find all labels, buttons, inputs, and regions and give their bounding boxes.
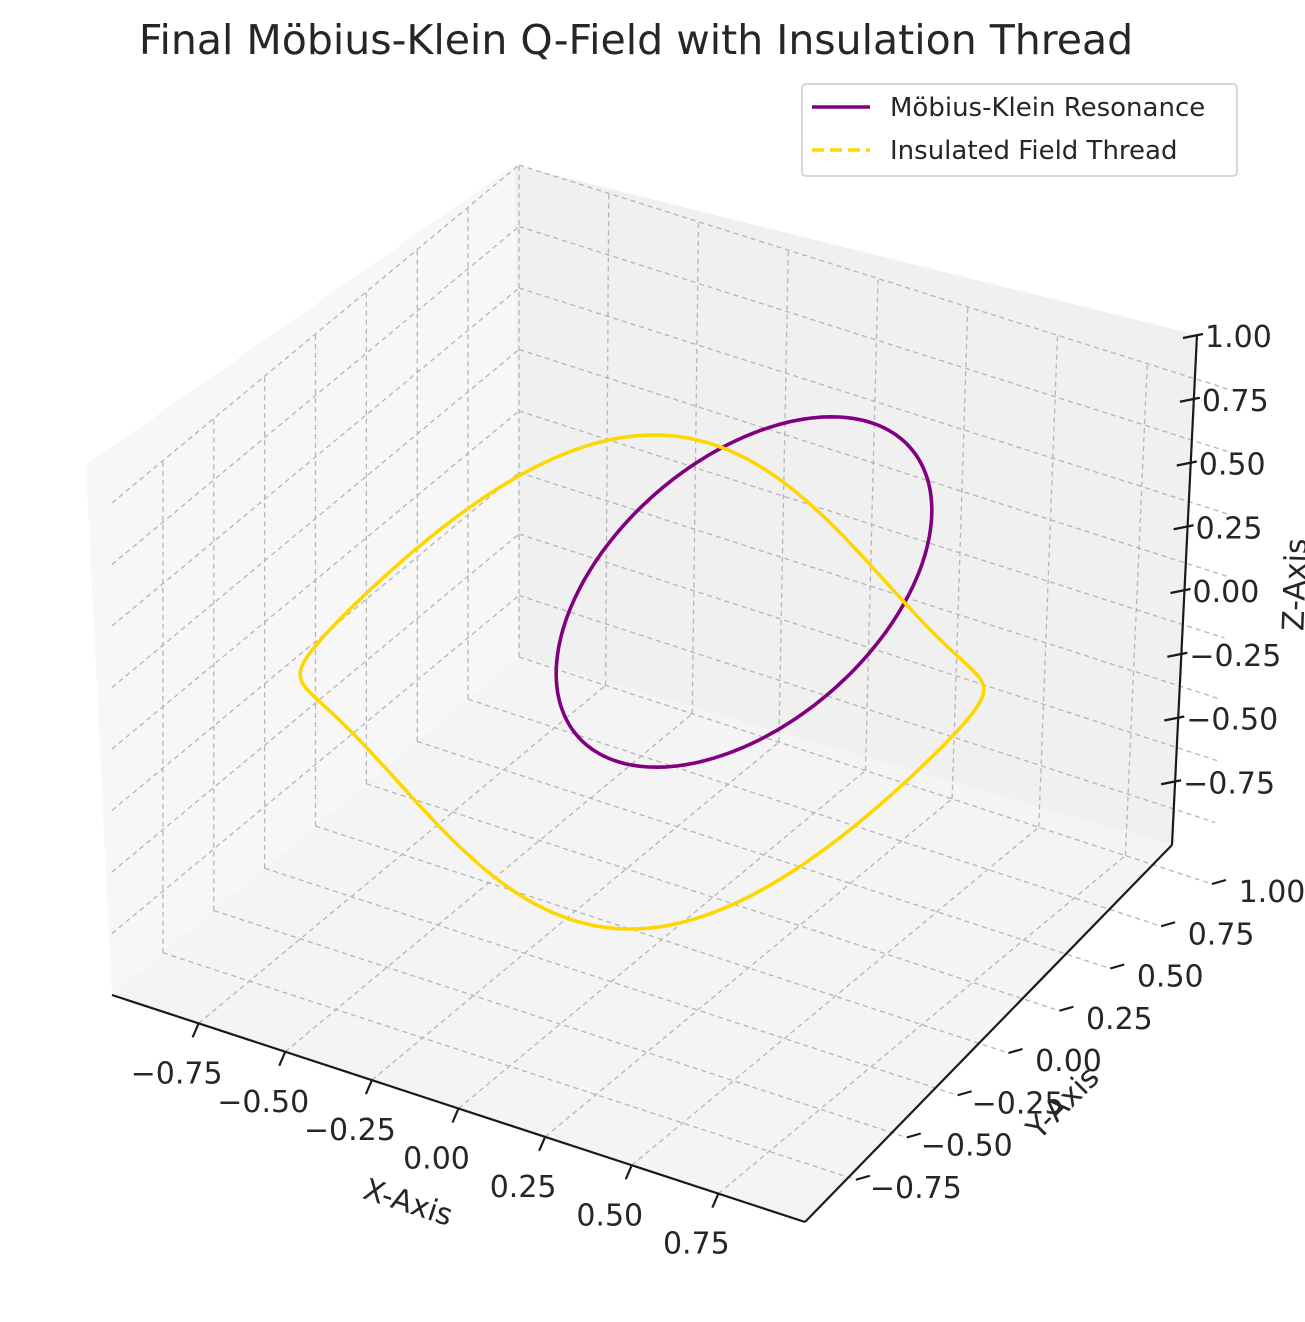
left-gridline-z [111, 410, 520, 750]
legend-box [801, 83, 1238, 177]
back-gridline-z [518, 533, 1219, 762]
x-tick-label: −0.50 [217, 1085, 309, 1120]
z-tick-mark [1179, 396, 1201, 403]
y-axis-line [804, 844, 1173, 1223]
y-tick-label: 0.50 [1137, 960, 1204, 995]
legend: Möbius-Klein Resonance Insulated Field T… [801, 83, 1238, 177]
y-tick-mark [1211, 878, 1227, 886]
y-tick-label: 1.00 [1239, 875, 1305, 910]
z-tick-label: 0.75 [1202, 384, 1269, 419]
back-gridline-x [778, 250, 789, 743]
x-tick-label: 0.00 [403, 1142, 470, 1177]
chart-title: Final Möbius-Klein Q-Field with Insulati… [139, 16, 1133, 64]
x-tick-label: 0.75 [663, 1227, 730, 1262]
y-tick-mark [855, 1174, 871, 1181]
floor-gridline-x [631, 826, 1040, 1166]
x-tick-mark [538, 1136, 547, 1152]
insulated-field-thread-line [298, 433, 986, 931]
left-gridline-z [111, 533, 520, 873]
x-tick-mark [451, 1108, 460, 1123]
left-gridline-z [111, 287, 520, 627]
grid-lines [111, 164, 1238, 1195]
left-pane [86, 165, 519, 995]
back-gridline-z [518, 348, 1228, 578]
y-tick-label: −0.50 [921, 1129, 1013, 1164]
mobius-klein-resonance-line [554, 415, 934, 769]
z-tick-label: −0.25 [1189, 639, 1281, 674]
back-gridline-z [518, 287, 1231, 516]
z-tick-mark [1160, 779, 1182, 786]
y-tick-label: 0.25 [1086, 1002, 1153, 1037]
floor-gridline-y [366, 783, 1060, 1012]
x-tick-label: −0.25 [304, 1113, 396, 1148]
floor-gridline-y [417, 740, 1111, 970]
y-tick-label: 0.00 [1035, 1044, 1102, 1079]
z-tick-mark [1170, 587, 1191, 595]
legend-label-resonance: Möbius-Klein Resonance [890, 93, 1205, 123]
floor-gridline-x [717, 855, 1126, 1195]
floor-gridline-x [544, 798, 953, 1138]
x-tick-label: 0.25 [490, 1170, 557, 1205]
z-tick-label: 0.25 [1196, 511, 1263, 546]
y-tick-label: −0.75 [870, 1171, 962, 1206]
z-tick-mark [1167, 651, 1188, 658]
z-tick-label: −0.50 [1186, 703, 1278, 738]
back-gridline-z [518, 471, 1222, 701]
x-tick-mark [278, 1051, 287, 1067]
plot-area [298, 415, 986, 931]
x-tick-mark [711, 1193, 720, 1209]
floor-gridline-y [213, 909, 907, 1139]
axis-ticks: −0.75−0.50−0.250.000.250.500.75−0.75−0.5… [131, 320, 1305, 1262]
y-tick-mark [1059, 1005, 1074, 1012]
z-tick-label: 0.00 [1193, 575, 1260, 610]
z-axis-label: Z-Axis [1276, 538, 1305, 632]
y-tick-mark [1008, 1047, 1023, 1055]
y-tick-mark [1160, 921, 1176, 928]
z-tick-mark [1164, 715, 1185, 722]
back-gridline-z [518, 410, 1225, 639]
left-gridline-z [111, 164, 520, 504]
x-tick-mark [364, 1079, 373, 1095]
back-gridline-x [1038, 335, 1059, 828]
y-tick-mark [906, 1132, 922, 1139]
legend-label-thread: Insulated Field Thread [890, 136, 1177, 166]
x-axis-label: X-Axis [359, 1172, 457, 1234]
floor-gridline-y [467, 698, 1162, 927]
left-gridline-z [111, 225, 520, 566]
floor-gridline-y [162, 952, 857, 1181]
back-gridline-z [518, 225, 1235, 455]
x-tick-label: 0.50 [576, 1198, 643, 1233]
z-tick-mark [1176, 460, 1197, 467]
x-tick-label: −0.75 [131, 1056, 223, 1091]
z-tick-label: 0.50 [1199, 448, 1266, 483]
y-tick-label: 0.75 [1188, 917, 1255, 952]
y-tick-mark [957, 1090, 972, 1097]
back-pane [515, 165, 1197, 845]
left-gridline-z [111, 594, 520, 935]
floor-gridline-y [315, 825, 1009, 1054]
z-tick-mark [1173, 524, 1194, 531]
y-tick-mark [1109, 963, 1125, 970]
left-gridline-z [111, 348, 520, 689]
y-tick-label: −0.25 [972, 1086, 1064, 1121]
back-gridline-x [691, 221, 700, 714]
z-tick-label: 1.00 [1205, 320, 1272, 355]
x-tick-mark [624, 1164, 633, 1180]
x-tick-mark [191, 1022, 200, 1038]
left-gridline-z [111, 471, 520, 812]
z-tick-mark [1182, 332, 1204, 340]
floor-gridline-y [264, 867, 958, 1096]
z-tick-label: −0.75 [1183, 766, 1275, 801]
